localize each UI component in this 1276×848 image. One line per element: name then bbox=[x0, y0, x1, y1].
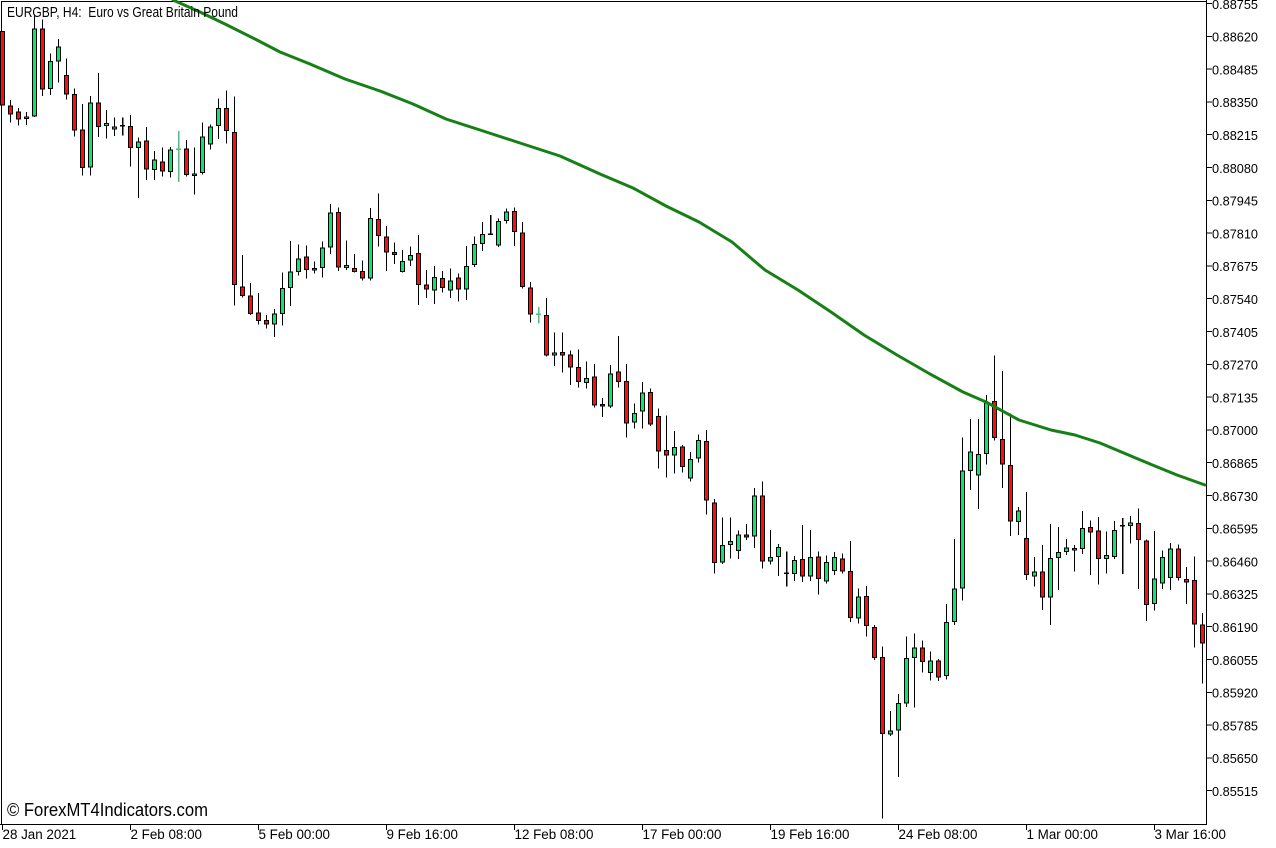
svg-text:0.87405: 0.87405 bbox=[1212, 326, 1258, 340]
svg-text:28 Jan 2021: 28 Jan 2021 bbox=[3, 827, 77, 842]
svg-text:0.86460: 0.86460 bbox=[1212, 555, 1258, 569]
svg-text:0.87135: 0.87135 bbox=[1212, 391, 1258, 405]
svg-text:© ForexMT4Indicators.com: © ForexMT4Indicators.com bbox=[7, 800, 208, 820]
svg-text:24 Feb 08:00: 24 Feb 08:00 bbox=[899, 827, 978, 842]
svg-text:0.86190: 0.86190 bbox=[1212, 621, 1258, 635]
svg-text:5 Feb 00:00: 5 Feb 00:00 bbox=[259, 827, 330, 842]
svg-text:19 Feb 16:00: 19 Feb 16:00 bbox=[771, 827, 850, 842]
svg-text:0.88215: 0.88215 bbox=[1212, 129, 1258, 143]
svg-text:0.85920: 0.85920 bbox=[1212, 687, 1258, 701]
svg-text:0.85650: 0.85650 bbox=[1212, 752, 1258, 766]
svg-text:17 Feb 00:00: 17 Feb 00:00 bbox=[643, 827, 722, 842]
svg-text:0.88485: 0.88485 bbox=[1212, 63, 1258, 77]
svg-text:0.85515: 0.85515 bbox=[1212, 785, 1258, 799]
svg-text:0.87000: 0.87000 bbox=[1212, 424, 1258, 438]
svg-text:0.87540: 0.87540 bbox=[1212, 293, 1258, 307]
svg-text:0.87810: 0.87810 bbox=[1212, 227, 1258, 241]
svg-text:1 Mar 00:00: 1 Mar 00:00 bbox=[1027, 827, 1098, 842]
svg-text:3 Mar 16:00: 3 Mar 16:00 bbox=[1155, 827, 1226, 842]
svg-text:0.86595: 0.86595 bbox=[1212, 523, 1258, 537]
svg-text:0.86325: 0.86325 bbox=[1212, 588, 1258, 602]
svg-text:0.85785: 0.85785 bbox=[1212, 719, 1258, 733]
svg-text:9 Feb 16:00: 9 Feb 16:00 bbox=[387, 827, 458, 842]
svg-text:0.87675: 0.87675 bbox=[1212, 260, 1258, 274]
svg-text:0.88350: 0.88350 bbox=[1212, 96, 1258, 110]
svg-text:0.86730: 0.86730 bbox=[1212, 490, 1258, 504]
svg-text:0.87270: 0.87270 bbox=[1212, 359, 1258, 373]
svg-text:2 Feb 08:00: 2 Feb 08:00 bbox=[131, 827, 202, 842]
svg-text:EURGBP, H4: Euro vs Great Bri: EURGBP, H4: Euro vs Great Britain Pound bbox=[7, 4, 238, 21]
svg-text:0.87945: 0.87945 bbox=[1212, 195, 1258, 209]
svg-text:0.88755: 0.88755 bbox=[1212, 0, 1258, 12]
svg-text:0.88080: 0.88080 bbox=[1212, 162, 1258, 176]
svg-text:0.88620: 0.88620 bbox=[1212, 31, 1258, 45]
svg-text:12 Feb 08:00: 12 Feb 08:00 bbox=[515, 827, 594, 842]
svg-text:0.86055: 0.86055 bbox=[1212, 654, 1258, 668]
svg-text:0.86865: 0.86865 bbox=[1212, 457, 1258, 471]
